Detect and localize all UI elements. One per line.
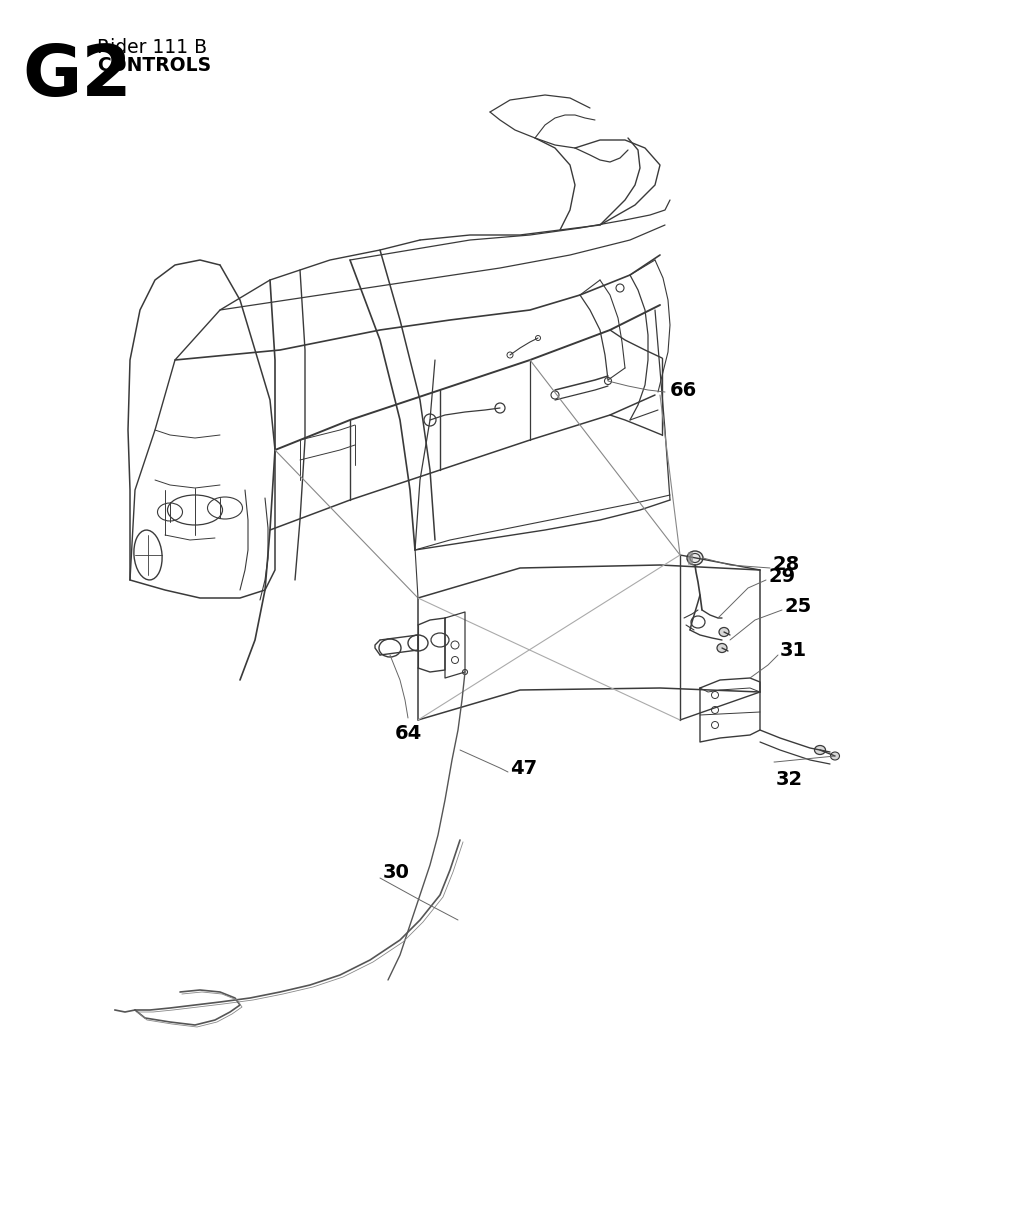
Text: 28: 28 [772,555,800,573]
Text: 29: 29 [768,567,795,585]
Text: 30: 30 [383,862,410,881]
Text: 31: 31 [780,641,807,660]
Ellipse shape [830,751,840,760]
Ellipse shape [719,628,729,636]
Ellipse shape [814,745,825,754]
Text: 66: 66 [670,380,697,399]
Text: Rider 111 B: Rider 111 B [97,38,207,57]
Ellipse shape [717,643,727,652]
Ellipse shape [687,551,703,565]
Text: 64: 64 [395,724,422,743]
Text: CONTROLS: CONTROLS [97,56,211,75]
Text: G2: G2 [22,42,132,110]
Text: 25: 25 [784,596,811,615]
Text: 47: 47 [510,759,538,777]
Text: 32: 32 [776,770,803,789]
